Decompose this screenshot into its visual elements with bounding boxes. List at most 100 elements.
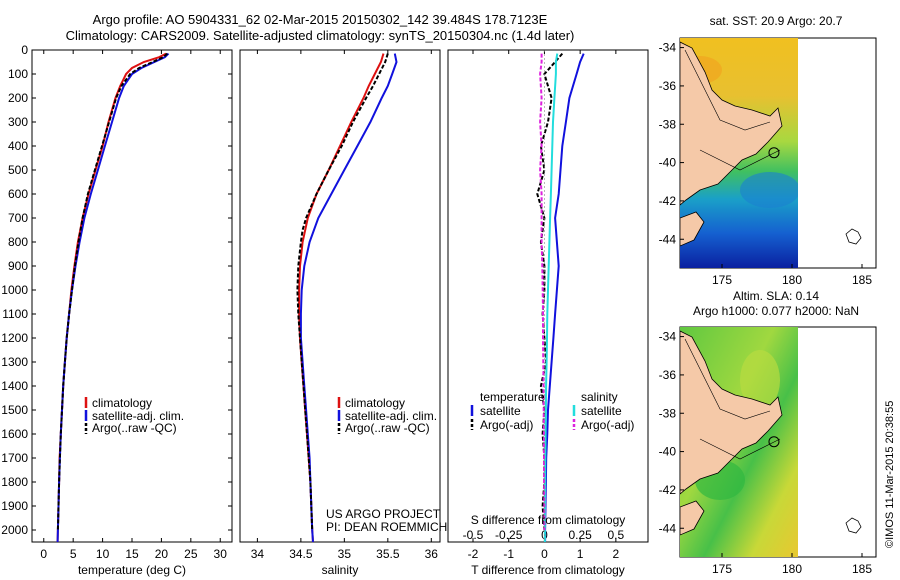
depth-tick-label: 400: [8, 139, 28, 153]
lon-tick-label: 175: [712, 562, 732, 576]
depth-tick-label: 0: [21, 43, 28, 57]
legend-t-argo-label: Argo(-adj): [480, 418, 533, 432]
depth-tick-label: 1500: [1, 403, 28, 417]
temperature-xlabel: temperature (deg C): [78, 563, 186, 577]
x-tick-label: 1: [577, 547, 584, 561]
difference-legend: temperature satellite Argo(-adj) salinit…: [470, 390, 634, 432]
legend-climatology-label: climatology: [92, 396, 152, 410]
s-tick-label: 0.5: [608, 528, 625, 542]
argo-position-marker: [768, 147, 780, 159]
legend-t-satellite-label: satellite: [480, 404, 521, 418]
legend-argo-label: Argo(..raw -QC): [345, 421, 430, 435]
figure-title-line2: Climatology: CARS2009. Satellite-adjuste…: [65, 28, 575, 43]
series-argo-raw-qc: [296, 53, 389, 531]
s-tick-label: -0.5: [463, 528, 484, 542]
x-tick-label: -1: [503, 547, 514, 561]
legend-climatology-label: climatology: [345, 396, 405, 410]
temperature-x-ticks: 0 5 10 15 20 25 30: [40, 50, 227, 561]
lon-tick-label: 180: [782, 273, 802, 287]
lat-tick-label: -40: [659, 156, 677, 170]
x-tick-label: 15: [125, 547, 139, 561]
north-island-land: [680, 330, 783, 495]
depth-tick-label: 1100: [2, 307, 28, 321]
x-tick-label: -2: [468, 547, 479, 561]
lon-tick-label: 185: [852, 273, 872, 287]
legend-satellite-label: satellite-adj. clim.: [92, 409, 184, 423]
difference-panel: -2 -1 0 1 2-0.5 -0.25 0 0.25 0.5 S difference fr…: [447, 49, 649, 577]
x-tick-label: 36: [425, 547, 439, 561]
sst-map-title: sat. SST: 20.9 Argo: 20.7: [710, 14, 843, 28]
lon-tick-label: 180: [782, 562, 802, 576]
series-s-argo-adj: [539, 53, 546, 531]
lat-tick-label: -38: [659, 406, 677, 420]
sst-map-ticks: -34 -36 -38 -40 -42 -44 175 180 185: [659, 41, 873, 287]
temperature-plot-frame: [31, 49, 233, 543]
lat-tick-label: -36: [659, 79, 677, 93]
sla-map: Altim. SLA: 0.14 Argo h1000: 0.077 h2000…: [659, 289, 877, 576]
depth-tick-label: 1700: [1, 451, 28, 465]
sst-cool-patch: [740, 172, 798, 208]
x-tick-label: 10: [96, 547, 110, 561]
depth-tick-label: 700: [8, 211, 28, 225]
chatham-islands: [845, 517, 862, 534]
depth-tick-label: 600: [8, 187, 28, 201]
legend-temperature-header: temperature: [480, 390, 545, 404]
salinity-plot-frame: [239, 49, 441, 543]
depth-tick-label: 1800: [1, 475, 28, 489]
depth-tick-label: 1300: [1, 355, 28, 369]
salinity-panel: 34 34.5 35 35.5 36 salinity climatology sate…: [239, 49, 447, 577]
x-tick-label: 34.5: [289, 547, 313, 561]
depth-tick-label: 100: [8, 67, 28, 81]
t-difference-xlabel: T difference from climatology: [471, 563, 625, 577]
chatham-islands: [845, 228, 862, 245]
lon-tick-label: 185: [852, 562, 872, 576]
difference-x-ticks: -2 -1 0 1 2-0.5 -0.25 0 0.25 0.5: [463, 50, 625, 561]
argo-position-marker: [768, 436, 780, 448]
depth-tick-label: 1200: [1, 331, 28, 345]
lat-tick-label: -40: [659, 445, 677, 459]
salinity-x-ticks: 34 34.5 35 35.5 36: [251, 50, 439, 561]
sla-map-title-line2: Argo h1000: 0.077 h2000: NaN: [693, 304, 859, 318]
lat-tick-label: -36: [659, 368, 677, 382]
x-tick-label: 30: [214, 547, 228, 561]
lat-tick-label: -42: [659, 194, 677, 208]
s-difference-label: S difference from climatology: [471, 513, 626, 527]
sla-map-title-line1: Altim. SLA: 0.14: [733, 289, 819, 303]
legend-s-argo-label: Argo(-adj): [581, 418, 634, 432]
series-argo-raw-qc: [56, 52, 168, 531]
difference-series: [536, 50, 585, 542]
lat-tick-label: -38: [659, 117, 677, 131]
sst-contour: [684, 49, 781, 171]
lat-tick-label: -34: [659, 41, 677, 55]
legend-satellite-label: satellite-adj. clim.: [345, 409, 437, 423]
salinity-legend: climatology satellite-adj. clim. Argo(..…: [337, 396, 437, 435]
depth-tick-label: 1400: [1, 379, 28, 393]
sla-contour: [684, 338, 781, 460]
depth-tick-label: 1000: [1, 283, 28, 297]
south-island-land: [680, 500, 705, 536]
sst-map: sat. SST: 20.9 Argo: 20.7 -34 -36 -38 -40 -4…: [659, 14, 877, 287]
temperature-panel: 0 5 10 15 20 25 30 010020030040050060070080090…: [1, 43, 648, 577]
s-tick-label: 0.25: [568, 528, 592, 542]
project-line2: PI: DEAN ROEMMICH: [326, 520, 447, 534]
depth-tick-label: 2000: [1, 523, 28, 537]
x-tick-label: 0: [541, 547, 548, 561]
x-tick-label: 20: [155, 547, 169, 561]
temperature-legend: climatology satellite-adj. clim. Argo(..…: [84, 396, 184, 435]
north-island-land: [680, 41, 783, 206]
sla-high-patch: [740, 350, 780, 410]
south-island-land: [680, 211, 705, 247]
lon-tick-label: 175: [712, 273, 732, 287]
depth-tick-label: 500: [8, 163, 28, 177]
s-tick-label: -0.25: [495, 528, 523, 542]
figure-title-line1: Argo profile: AO 5904331_62 02-Mar-2015 …: [92, 12, 548, 27]
credit-label: ©IMOS 11-Mar-2015 20:38:55: [884, 401, 896, 548]
depth-tick-label: 1900: [1, 499, 28, 513]
depth-tick-label: 200: [8, 91, 28, 105]
series-s-satellite: [543, 53, 559, 542]
x-tick-label: 2: [613, 547, 620, 561]
depth-tick-label: 300: [8, 115, 28, 129]
depth-tick-label: 1600: [1, 427, 28, 441]
x-tick-label: 5: [70, 547, 77, 561]
